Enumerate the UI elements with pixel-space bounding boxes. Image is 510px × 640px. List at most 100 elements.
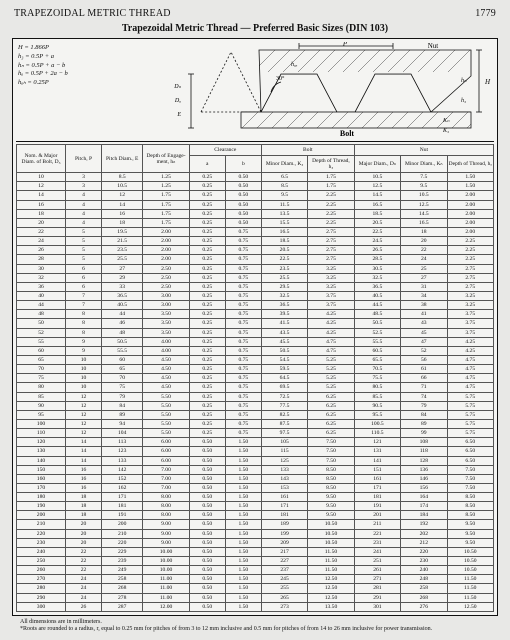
cell: 171: [102, 493, 143, 502]
cell: 61: [401, 365, 447, 374]
cell: 24.5: [354, 237, 400, 246]
cell: 8: [65, 310, 101, 319]
table-row: 2502223910.000.501.5022711.5025123010.50: [17, 557, 494, 566]
cell: 4.75: [447, 374, 494, 383]
cell: 29: [102, 273, 143, 282]
cell: 0.25: [189, 291, 225, 300]
cell: 152: [102, 474, 143, 483]
cell: 3.75: [308, 301, 354, 310]
table-row: 130141236.000.501.501157.501311186.50: [17, 447, 494, 456]
cell: 0.25: [189, 246, 225, 255]
cell: 10: [65, 365, 101, 374]
cell: 16: [17, 200, 66, 209]
cell: 2.75: [308, 237, 354, 246]
cell: 1.50: [225, 474, 261, 483]
cell: 260: [17, 566, 66, 575]
cell: 0.50: [225, 182, 261, 191]
cell: 2.75: [308, 255, 354, 264]
table-row: 200181918.000.501.501819.502011848.50: [17, 511, 494, 520]
schematic-svg: P Nut Bolt 30° H hₐₓ hₙ h₃ Dₙ Dₐ E Kₙ K₃: [128, 42, 494, 138]
cell: 131: [354, 447, 400, 456]
cell: 8.50: [447, 502, 494, 511]
cell: 25: [401, 264, 447, 273]
cell: 10.5: [401, 191, 447, 200]
table-row: 230202209.000.501.5020910.502312129.50: [17, 538, 494, 547]
cell: 0.75: [225, 337, 261, 346]
table-row: 8010754.500.250.7569.55.2580.5714.75: [17, 383, 494, 392]
cell: 1.50: [225, 547, 261, 556]
cell: 125: [261, 456, 307, 465]
cell: 46: [102, 319, 143, 328]
cell: 9: [65, 337, 101, 346]
cell: 4.75: [447, 365, 494, 374]
cell: 0.25: [189, 282, 225, 291]
cell: 24: [65, 584, 101, 593]
cell: 140: [17, 456, 66, 465]
cell: 0.50: [189, 557, 225, 566]
cell: 48: [17, 310, 66, 319]
cell: 28.5: [354, 255, 400, 264]
table-row: 2702425811.000.501.5024512.5027124811.50: [17, 575, 494, 584]
cell: 0.25: [189, 301, 225, 310]
cell: 0.75: [225, 301, 261, 310]
cell: 8.00: [143, 502, 189, 511]
cell: 0.25: [189, 182, 225, 191]
cell: 3.00: [143, 291, 189, 300]
cell: 9: [65, 346, 101, 355]
formula: h₃ = 0.5P + a: [18, 53, 126, 62]
cell: 26: [65, 602, 101, 611]
table-row: 170161627.000.501.501538.501711567.50: [17, 483, 494, 492]
cell: 85.5: [354, 392, 400, 401]
cell: 287: [102, 602, 143, 611]
cell: 20: [17, 218, 66, 227]
cell: 36: [17, 282, 66, 291]
cell: 16: [65, 465, 101, 474]
cell: 1.50: [225, 483, 261, 492]
cell: 2.75: [447, 282, 494, 291]
running-head: TRAPEZOIDAL METRIC THREAD 1779: [14, 8, 496, 19]
cell: 18.5: [261, 237, 307, 246]
cell: 5.50: [143, 401, 189, 410]
cell: 4.00: [143, 346, 189, 355]
cell: 209: [261, 538, 307, 547]
cell: 0.25: [189, 337, 225, 346]
cell: 142: [102, 465, 143, 474]
cell: 0.75: [225, 227, 261, 236]
cell: 10.50: [447, 547, 494, 556]
cell: 1.50: [225, 538, 261, 547]
label-nut: Nut: [428, 42, 439, 50]
cell: 22.5: [261, 255, 307, 264]
cell: 2.00: [143, 246, 189, 255]
footnotes: All dimensions are in millimeters. *Root…: [14, 619, 496, 633]
cell: 8.50: [308, 474, 354, 483]
label-hs: h₃: [461, 98, 466, 104]
cell: 192: [401, 520, 447, 529]
cell: 75: [102, 383, 143, 392]
cell: 270: [17, 575, 66, 584]
col-pitchdiam: Pitch Diam., E: [102, 145, 143, 173]
cell: 130: [17, 447, 66, 456]
cell: 0.25: [189, 255, 225, 264]
cell: 0.25: [189, 319, 225, 328]
table-head: Nom. & Major Diam. of Bolt, D₃ Pitch, P …: [17, 145, 494, 173]
cell: 6.25: [308, 419, 354, 428]
cell: 0.25: [189, 191, 225, 200]
cell: 128: [401, 456, 447, 465]
col-bolt-group: Bolt: [261, 145, 354, 156]
cell: 6: [65, 273, 101, 282]
cell: 2.00: [447, 209, 494, 218]
cell: 1.50: [225, 438, 261, 447]
cell: 2.00: [143, 255, 189, 264]
table-row: 9512895.500.250.7582.56.2595.5845.75: [17, 410, 494, 419]
page-title: Trapezoidal Metric Thread — Preferred Ba…: [12, 23, 498, 34]
cell: 41: [401, 310, 447, 319]
cell: 141: [354, 456, 400, 465]
table-row: 180181718.000.501.501619.501811648.50: [17, 493, 494, 502]
cell: 99: [401, 429, 447, 438]
cell: 3: [65, 182, 101, 191]
cell: 70.5: [354, 365, 400, 374]
cell: 1.75: [308, 173, 354, 182]
cell: 0.25: [189, 200, 225, 209]
cell: 18: [102, 218, 143, 227]
cell: 1.75: [143, 209, 189, 218]
